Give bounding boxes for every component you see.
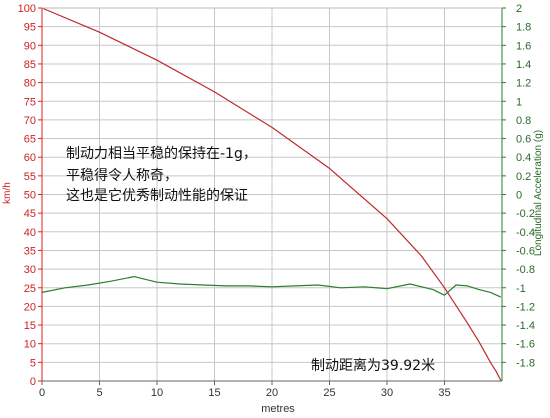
y-left-tick-label: 85 (24, 59, 36, 71)
y-right-tick-label: -0.2 (516, 208, 535, 220)
x-tick-label: 10 (151, 387, 163, 399)
y-right-tick-label: -0.6 (516, 245, 535, 257)
x-tick-label: 0 (39, 387, 45, 399)
y-right-tick-label: 0 (516, 190, 522, 202)
annotation-distance: 制动距离为39.92米 (311, 357, 435, 374)
y-left-tick-label: 25 (24, 283, 36, 295)
y-left-tick-label: 100 (18, 3, 36, 15)
x-tick-label: 25 (323, 387, 335, 399)
y-left-tick-label: 95 (24, 22, 36, 34)
y-left-tick-label: 90 (24, 40, 36, 52)
x-axis-label: metres (261, 403, 295, 415)
tick-labels: 0510152025303540455055606570758085909510… (18, 3, 535, 399)
x-tick-label: 5 (96, 387, 102, 399)
y-left-tick-label: 20 (24, 301, 36, 313)
y-left-tick-label: 35 (24, 245, 36, 257)
speed-series-line (41, 7, 502, 382)
y-right-tick-label: -1.2 (516, 301, 535, 313)
acceleration-series-line (41, 276, 502, 298)
y-left-tick-label: 45 (24, 208, 36, 220)
y-right-tick-label: 0.8 (516, 115, 531, 127)
y-right-tick-label: -1.6 (516, 339, 535, 351)
y-right-tick-label: 0.4 (516, 152, 531, 164)
grid (41, 7, 502, 382)
y-right-tick-label: 1.4 (516, 59, 531, 71)
series-group (41, 7, 502, 382)
y-left-tick-label: 5 (30, 357, 36, 369)
x-tick-label: 30 (381, 387, 393, 399)
x-tick-label: 15 (208, 387, 220, 399)
y-right-tick-label: -1.8 (516, 357, 535, 369)
y-right-tick-label: -0.4 (516, 227, 535, 239)
x-tick-label: 20 (266, 387, 278, 399)
y-right-tick-label: -0.8 (516, 264, 535, 276)
axes (38, 7, 506, 385)
y-right-tick-label: 2 (516, 3, 522, 15)
y-right-tick-label: -1 (516, 283, 526, 295)
x-tick-label: 35 (438, 387, 450, 399)
y-right-tick-label: -1.4 (516, 320, 535, 332)
annotation-line-1: 制动力相当平稳的保持在-1g， (66, 146, 257, 162)
annotation-line-2: 平稳得令人称奇， (66, 167, 178, 184)
y-left-tick-label: 10 (24, 339, 36, 351)
y-right-tick-label: 0.6 (516, 134, 531, 146)
y-left-tick-label: 0 (30, 376, 36, 388)
y-left-axis-label: km/h (2, 182, 13, 204)
y-left-tick-label: 15 (24, 320, 36, 332)
y-left-tick-label: 50 (24, 190, 36, 202)
y-left-tick-label: 40 (24, 227, 36, 239)
y-left-tick-label: 65 (24, 134, 36, 146)
y-left-tick-label: 75 (24, 96, 36, 108)
y-right-axis-label: Longitudinal Acceleration (g) (533, 130, 544, 256)
y-right-tick-label: 1.2 (516, 78, 531, 90)
y-right-tick-label: 1.8 (516, 22, 531, 34)
y-left-tick-label: 80 (24, 78, 36, 90)
y-right-tick-label: 1.6 (516, 40, 531, 52)
y-right-tick-label: 1 (516, 96, 522, 108)
annotation-line-3: 这也是它优秀制动性能的保证 (66, 187, 248, 204)
y-right-tick-label: 0.2 (516, 171, 531, 183)
y-left-tick-label: 60 (24, 152, 36, 164)
y-left-tick-label: 70 (24, 115, 36, 127)
y-left-tick-label: 55 (24, 171, 36, 183)
y-left-tick-label: 30 (24, 264, 36, 276)
